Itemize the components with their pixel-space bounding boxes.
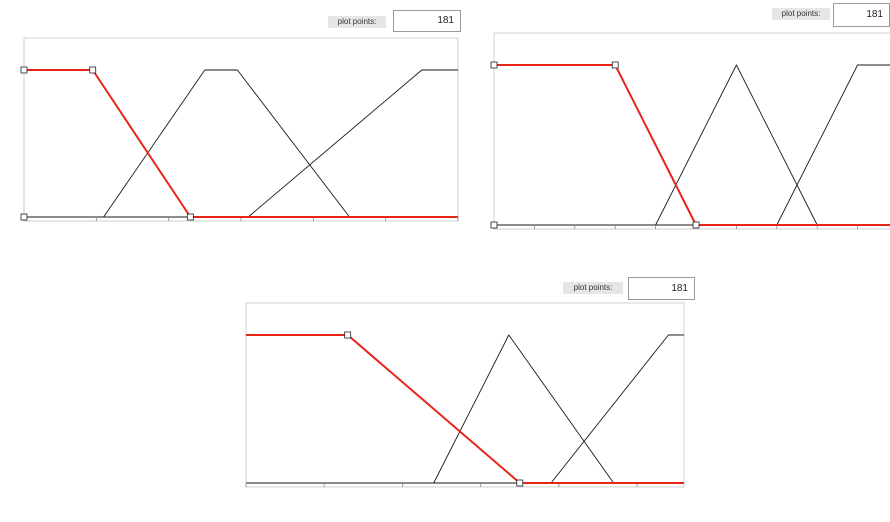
mf-curve-mf3	[246, 334, 684, 484]
mf-curve-mf1	[24, 69, 458, 218]
mf-vertex-handle	[20, 213, 28, 221]
mf-vertex-handle	[611, 61, 619, 69]
mf-vertex-handle	[490, 221, 498, 229]
mf-vertex-handle	[516, 479, 524, 487]
mf-curve-mf3	[494, 64, 890, 226]
plot-points-input[interactable]: 181	[393, 10, 461, 32]
axes-box	[23, 37, 459, 222]
mf-curve-mf2	[494, 64, 890, 226]
axes-box	[245, 302, 685, 488]
plot-points-label: plot points:	[563, 282, 623, 294]
mf-vertex-handle	[344, 331, 352, 339]
membership-plot-input2[interactable]	[470, 0, 890, 270]
plot-points-label: plot points:	[328, 16, 386, 28]
mf-curve-mf2	[246, 334, 684, 484]
mf-vertex-handle	[490, 61, 498, 69]
mf-curve-mf2	[24, 69, 458, 218]
mf-curve-mf1	[246, 334, 684, 484]
mf-vertex-handle	[20, 66, 28, 74]
mf-curve-mf3	[24, 69, 458, 218]
axes-box	[493, 32, 890, 230]
plot-points-input[interactable]: 181	[628, 277, 695, 300]
mf-vertex-handle	[692, 221, 700, 229]
plot-points-label: plot points:	[772, 8, 830, 20]
mf-vertex-handle	[186, 213, 194, 221]
membership-plot-input3[interactable]	[210, 280, 700, 522]
mf-curve-mf1	[494, 64, 890, 226]
mf-vertex-handle	[89, 66, 97, 74]
membership-plot-input1[interactable]	[0, 0, 470, 250]
